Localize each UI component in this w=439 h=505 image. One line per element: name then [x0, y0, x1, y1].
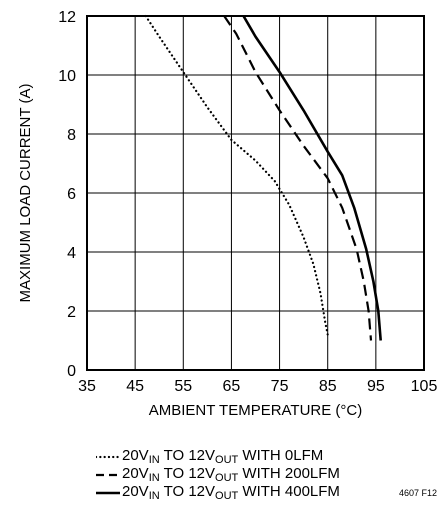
- x-axis-label: AMBIENT TEMPERATURE (°C): [149, 402, 363, 419]
- legend-swatch-solid: [96, 491, 120, 495]
- y-tick-label: 12: [58, 9, 76, 26]
- legend: 20VIN TO 12VOUT WITH 0LFM 20VIN TO 12VOU…: [96, 447, 436, 502]
- legend-swatch-dashed: [96, 473, 120, 477]
- curves: [144, 14, 382, 341]
- legend-item-400lfm: 20VIN TO 12VOUT WITH 400LFM: [96, 483, 436, 502]
- x-tick-label: 65: [223, 378, 241, 395]
- series-line-dashed: [223, 15, 373, 341]
- y-tick-label: 2: [67, 304, 76, 321]
- figure-id: 4607 F12: [399, 488, 438, 498]
- series-line-solid: [242, 15, 382, 341]
- legend-label: 20VIN TO 12VOUT WITH 200LFM: [122, 465, 340, 484]
- y-tick-label: 4: [67, 245, 76, 262]
- y-tick-label: 0: [67, 363, 76, 380]
- chart: 35 45 55 65 75 85 95 105 0 2 4 6 8 10 12 AMBIENT TEMP…: [17, 9, 437, 419]
- x-tick-label: 105: [411, 378, 438, 395]
- legend-label: 20VIN TO 12VOUT WITH 0LFM: [122, 447, 324, 466]
- legend-swatch-dotted: [96, 455, 120, 459]
- y-tick-label: 8: [67, 127, 76, 144]
- x-tick-label: 75: [271, 378, 289, 395]
- legend-item-0lfm: 20VIN TO 12VOUT WITH 0LFM: [96, 447, 436, 466]
- legend-label: 20VIN TO 12VOUT WITH 400LFM: [122, 483, 340, 502]
- x-tick-label: 45: [126, 378, 144, 395]
- legend-item-200lfm: 20VIN TO 12VOUT WITH 200LFM: [96, 465, 436, 484]
- x-tick-labels: 35 45 55 65 75 85 95 105: [78, 378, 437, 395]
- y-tick-label: 10: [58, 68, 76, 85]
- plot-frame: [86, 15, 425, 371]
- y-tick-label: 6: [67, 186, 76, 203]
- x-tick-label: 35: [78, 378, 96, 395]
- grid: [87, 16, 424, 370]
- x-tick-label: 55: [174, 378, 192, 395]
- series-line-dotted: [144, 14, 329, 336]
- y-tick-labels: 0 2 4 6 8 10 12: [58, 9, 76, 380]
- y-axis-label: MAXIMUM LOAD CURRENT (A): [17, 84, 34, 303]
- x-tick-label: 95: [367, 378, 385, 395]
- x-tick-label: 85: [319, 378, 337, 395]
